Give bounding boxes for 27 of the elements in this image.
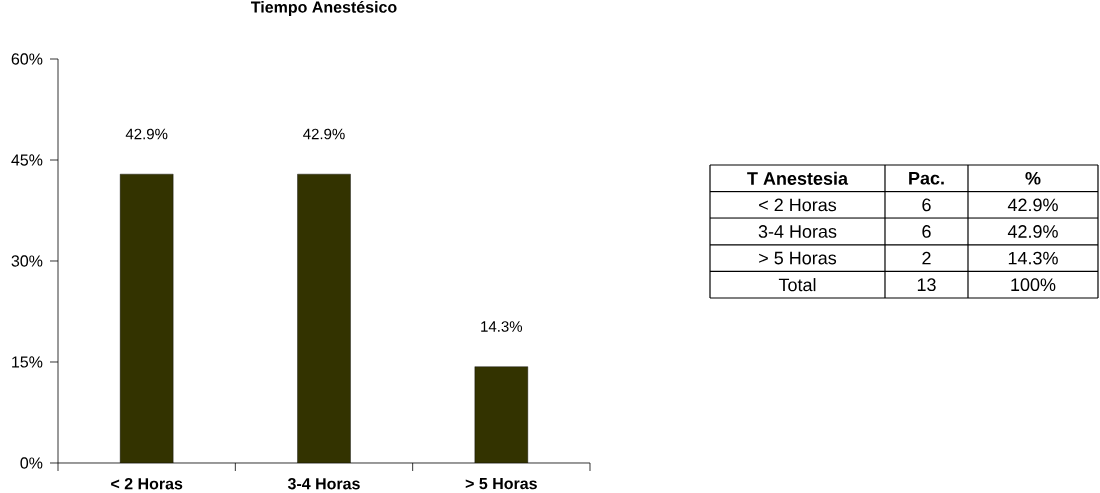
x-tick-label: < 2 Horas xyxy=(111,478,183,490)
text: T Anestesia xyxy=(747,171,849,185)
text: > 5 Horas xyxy=(759,251,837,265)
data-label: 42.9% xyxy=(125,128,168,140)
y-tick-label: 0% xyxy=(20,457,43,469)
y-tick-label: 30% xyxy=(11,255,43,267)
x-tick-label: > 5 Horas xyxy=(465,478,537,490)
data-label: 14.3% xyxy=(481,321,523,332)
y-tick-label: 45% xyxy=(11,154,43,166)
text: 100% xyxy=(1011,278,1056,292)
text: Total xyxy=(778,278,816,292)
text: < 2 Horas xyxy=(759,198,837,212)
text: 3-4 Horas xyxy=(758,225,837,238)
text: 6 xyxy=(922,198,931,212)
text: 42.9% xyxy=(1007,225,1058,238)
x-tick-label: 3-4 Horas xyxy=(287,478,360,490)
y-tick-label: 15% xyxy=(12,356,43,368)
text: 13 xyxy=(917,278,936,292)
text: Pac. xyxy=(909,172,944,185)
text: 42.9% xyxy=(1007,198,1058,212)
y-tick-label: 60% xyxy=(11,53,43,65)
text: % xyxy=(1025,171,1041,185)
chart-title: Tiempo Anestésico xyxy=(250,0,397,16)
data-label: 42.9% xyxy=(303,128,345,140)
text: 2 xyxy=(922,251,931,265)
text: 6 xyxy=(922,225,931,238)
text: 14.3% xyxy=(1008,251,1058,265)
